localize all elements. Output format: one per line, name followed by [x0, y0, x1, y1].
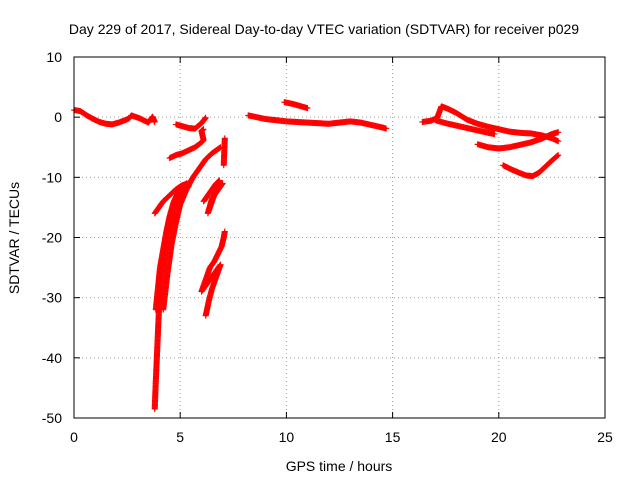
y-tick-label: 0 — [54, 109, 62, 125]
y-axis-label: SDTVAR / TECUs — [6, 182, 22, 294]
series-arc-20h-23h-dip — [500, 152, 562, 180]
series-arc-early-near-zero — [71, 106, 158, 128]
series-arc-18h-lower — [432, 117, 498, 138]
data-points — [71, 99, 562, 412]
x-tick-label: 10 — [279, 429, 295, 445]
y-tick-label: -10 — [42, 169, 62, 185]
y-tick-label: -30 — [42, 290, 62, 306]
data-point — [491, 131, 498, 138]
y-tick-label: -50 — [42, 410, 62, 426]
data-point — [383, 125, 390, 132]
series-arc-6h-mid — [200, 177, 226, 217]
series-arc-7h-isolated — [220, 135, 228, 169]
x-tick-label: 20 — [491, 429, 507, 445]
series-arc-10h-upper — [281, 99, 311, 112]
series-arc-7h-low — [198, 228, 228, 319]
data-point — [220, 162, 227, 169]
data-point — [219, 180, 226, 187]
series-arc-plunge-d — [151, 180, 192, 217]
data-point — [555, 129, 562, 136]
data-point — [151, 118, 158, 125]
series-arc-5h-short — [172, 114, 209, 132]
chart-title: Day 229 of 2017, Sidereal Day-to-day VTE… — [69, 21, 579, 37]
series-arc-8h-15h — [245, 112, 390, 132]
y-tick-label: -20 — [42, 230, 62, 246]
x-axis-ticks: 0 5 10 15 20 25 — [70, 57, 613, 445]
data-point — [304, 105, 311, 112]
data-point — [555, 152, 562, 159]
series-arc-19h-22h-lower — [474, 129, 562, 152]
y-axis-ticks: -50 -40 -30 -20 -10 0 10 — [42, 49, 605, 426]
x-tick-label: 0 — [70, 429, 78, 445]
x-axis-label: GPS time / hours — [286, 458, 393, 474]
x-tick-label: 15 — [385, 429, 401, 445]
data-point — [221, 228, 228, 235]
data-point — [200, 126, 207, 133]
y-tick-label: -40 — [42, 350, 62, 366]
data-point — [185, 180, 192, 187]
series-arc-plunge-c — [160, 144, 224, 313]
x-tick-label: 5 — [176, 429, 184, 445]
data-point — [555, 138, 562, 145]
x-tick-label: 25 — [597, 429, 613, 445]
series-arc-6h-upper — [166, 126, 207, 162]
y-tick-label: 10 — [46, 49, 62, 65]
data-point — [202, 114, 209, 121]
